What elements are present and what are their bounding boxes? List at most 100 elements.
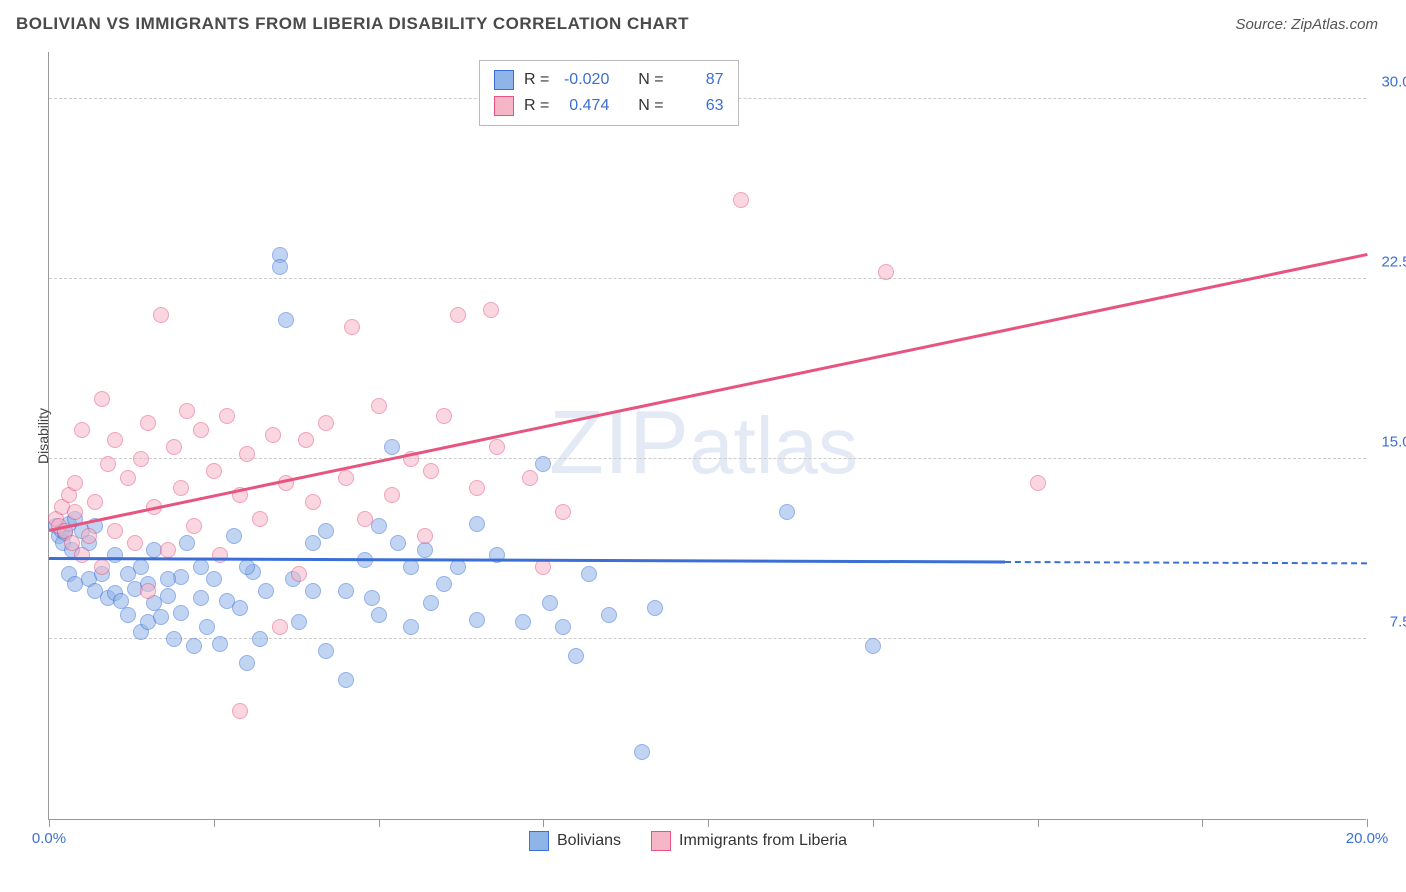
gridline: [49, 638, 1366, 639]
y-tick-label: 7.5%: [1390, 614, 1406, 631]
scatter-point: [140, 415, 156, 431]
scatter-point: [140, 583, 156, 599]
scatter-point: [232, 600, 248, 616]
scatter-point: [74, 422, 90, 438]
scatter-point: [535, 559, 551, 575]
scatter-point: [258, 583, 274, 599]
scatter-point: [469, 612, 485, 628]
scatter-point: [601, 607, 617, 623]
gridline: [49, 278, 1366, 279]
stat-label: R =: [524, 93, 549, 119]
scatter-point: [403, 559, 419, 575]
scatter-point: [344, 319, 360, 335]
trend-line: [49, 557, 1005, 563]
scatter-point: [305, 494, 321, 510]
scatter-point: [193, 422, 209, 438]
scatter-point: [173, 480, 189, 496]
scatter-point: [371, 398, 387, 414]
scatter-point: [193, 559, 209, 575]
source-label: Source: ZipAtlas.com: [1235, 16, 1378, 33]
watermark: ZIPatlas: [549, 392, 858, 495]
scatter-point: [318, 523, 334, 539]
scatter-point: [436, 408, 452, 424]
x-tick: [543, 819, 544, 827]
trend-line: [1005, 561, 1367, 564]
scatter-point: [417, 528, 433, 544]
legend-swatch: [529, 831, 549, 851]
scatter-point: [318, 643, 334, 659]
scatter-point: [133, 451, 149, 467]
scatter-point: [94, 391, 110, 407]
scatter-point: [647, 600, 663, 616]
x-tick: [873, 819, 874, 827]
scatter-point: [212, 636, 228, 652]
scatter-point: [67, 504, 83, 520]
x-tick: [1367, 819, 1368, 827]
scatter-point: [179, 403, 195, 419]
scatter-point: [239, 559, 255, 575]
trend-line: [49, 253, 1368, 531]
scatter-point: [107, 523, 123, 539]
scatter-point: [522, 470, 538, 486]
x-tick: [49, 819, 50, 827]
scatter-point: [469, 480, 485, 496]
scatter-point: [291, 614, 307, 630]
scatter-point: [212, 547, 228, 563]
scatter-point: [107, 547, 123, 563]
legend-swatch: [651, 831, 671, 851]
chart-title: BOLIVIAN VS IMMIGRANTS FROM LIBERIA DISA…: [16, 14, 689, 34]
scatter-point: [265, 427, 281, 443]
scatter-point: [186, 518, 202, 534]
scatter-point: [160, 542, 176, 558]
scatter-point: [278, 312, 294, 328]
chart-plot-area: Disability ZIPatlas 7.5%15.0%22.5%30.0%0…: [48, 52, 1366, 820]
scatter-point: [338, 470, 354, 486]
scatter-point: [423, 463, 439, 479]
scatter-point: [878, 264, 894, 280]
scatter-point: [153, 609, 169, 625]
scatter-point: [107, 432, 123, 448]
scatter-point: [436, 576, 452, 592]
scatter-point: [127, 535, 143, 551]
scatter-point: [634, 744, 650, 760]
scatter-point: [166, 631, 182, 647]
scatter-point: [133, 559, 149, 575]
scatter-point: [252, 631, 268, 647]
scatter-point: [555, 619, 571, 635]
scatter-point: [193, 590, 209, 606]
scatter-point: [153, 307, 169, 323]
scatter-point: [305, 535, 321, 551]
scatter-point: [364, 590, 380, 606]
stat-label: N =: [638, 93, 663, 119]
scatter-point: [865, 638, 881, 654]
scatter-point: [515, 614, 531, 630]
scatter-point: [173, 605, 189, 621]
scatter-point: [226, 528, 242, 544]
scatter-point: [450, 559, 466, 575]
x-tick: [708, 819, 709, 827]
scatter-point: [272, 259, 288, 275]
scatter-point: [74, 547, 90, 563]
scatter-point: [483, 302, 499, 318]
x-tick: [214, 819, 215, 827]
stat-label: N =: [638, 67, 663, 93]
scatter-point: [779, 504, 795, 520]
n-value: 87: [674, 67, 724, 93]
legend-label: Immigrants from Liberia: [679, 832, 847, 850]
scatter-point: [120, 470, 136, 486]
scatter-point: [160, 588, 176, 604]
scatter-point: [81, 528, 97, 544]
scatter-point: [338, 583, 354, 599]
legend-item: Bolivians: [529, 831, 621, 851]
scatter-point: [179, 535, 195, 551]
scatter-point: [305, 583, 321, 599]
scatter-point: [469, 516, 485, 532]
legend-swatch: [494, 96, 514, 116]
scatter-point: [166, 439, 182, 455]
scatter-point: [1030, 475, 1046, 491]
y-tick-label: 30.0%: [1381, 74, 1406, 91]
scatter-point: [94, 559, 110, 575]
legend-swatch: [494, 70, 514, 90]
scatter-point: [100, 456, 116, 472]
scatter-point: [186, 638, 202, 654]
